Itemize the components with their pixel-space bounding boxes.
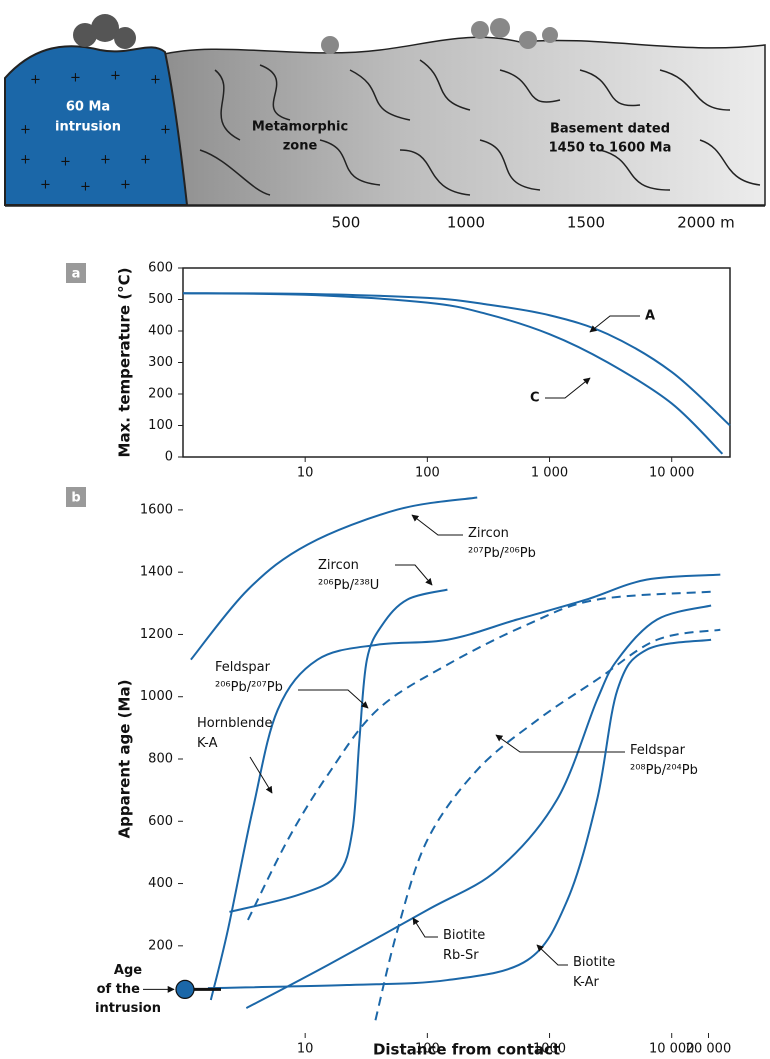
x-tick-label: 100 [415, 1042, 440, 1057]
curve [182, 292, 724, 455]
series-label: A [645, 309, 655, 324]
y-tick-label: 100 [148, 418, 173, 433]
svg-text:+: + [30, 73, 41, 88]
intrusion [4, 45, 189, 206]
zone-label: Metamorphic [252, 120, 348, 135]
intrusion-label: Age [114, 963, 142, 978]
x-tick-label: 10 [297, 1042, 314, 1057]
scale-label: 1500 [567, 214, 605, 232]
basement [159, 36, 766, 206]
svg-text:+: + [160, 123, 171, 138]
y-tick-label: 200 [148, 387, 173, 402]
crosses: + + + + + + + + + + + + + [20, 69, 171, 195]
leader [298, 689, 369, 709]
series-label: Zircon ²⁰⁷Pb/²⁰⁶Pb [468, 526, 536, 561]
y-tick-label: 0 [165, 450, 173, 465]
intrusion-label: intrusion [55, 120, 121, 135]
svg-text:+: + [140, 153, 151, 168]
scale-label: 500 [332, 214, 361, 232]
svg-text:+: + [40, 178, 51, 193]
intrusion-label: 60 Ma [66, 100, 110, 115]
x-tick-label: 1 000 [531, 466, 568, 481]
y-tick-label: 1000 [140, 689, 173, 704]
svg-text:+: + [60, 155, 71, 170]
panel-tag [66, 263, 86, 283]
series-label: Feldspar ²⁰⁸Pb/²⁰⁴Pb [630, 743, 698, 778]
y-tick-label: 1400 [140, 565, 173, 580]
basement-label: Basement dated [550, 122, 670, 137]
svg-text:+: + [20, 123, 31, 138]
curve [229, 588, 448, 913]
x-tick-label: 10 000 [649, 466, 695, 481]
series-label: Biotite K-Ar [573, 955, 615, 990]
series-label: Feldspar ²⁰⁶Pb/²⁰⁷Pb [215, 660, 283, 695]
svg-text:+: + [20, 153, 31, 168]
curve [245, 604, 712, 1009]
x-tick-label: 1000 [533, 1042, 566, 1057]
y-tick-label: 600 [148, 814, 173, 829]
curve [209, 573, 721, 1001]
leader [495, 734, 625, 753]
intrusion-age [175, 979, 195, 1000]
y-tick-label: 1600 [140, 502, 173, 517]
series-label: C [530, 391, 540, 406]
svg-text:+: + [150, 73, 161, 88]
basement-label: 1450 to 1600 Ma [549, 141, 672, 156]
foliation [199, 59, 761, 196]
scale-label: 2000 m [677, 214, 735, 232]
series-label: Biotite Rb-Sr [443, 928, 485, 963]
x-tick-label: 10 [297, 466, 314, 481]
leader [395, 564, 433, 586]
panel-label: a [72, 267, 81, 282]
y-axis-title: Max. temperature (°C) [116, 268, 134, 458]
svg-text:+: + [120, 178, 131, 193]
curve [207, 638, 712, 990]
cross-section: + + + + + + + + + + + + + 60 Ma intrusion Metamorp… [4, 14, 766, 207]
series-label: Zircon ²⁰⁶Pb/²³⁸U [318, 558, 379, 593]
zone-label: zone [283, 139, 318, 154]
y-tick-label: 500 [148, 292, 173, 307]
panel-tag [66, 487, 86, 507]
x-tick-label: 20 000 [686, 1042, 732, 1057]
trees [73, 14, 558, 54]
svg-text:+: + [100, 153, 111, 168]
y-tick-label: 1200 [140, 627, 173, 642]
leader [249, 756, 273, 794]
svg-text:+: + [110, 69, 121, 84]
svg-text:+: + [80, 180, 91, 195]
leader [545, 377, 591, 399]
series-label: Hornblende K-A [197, 716, 272, 751]
y-axis-title: Apparent age (Ma) [116, 680, 134, 839]
curve [247, 590, 716, 921]
x-tick-label: 10 000 [649, 1042, 695, 1057]
leader [411, 514, 463, 536]
intrusion-label: of the [97, 982, 141, 997]
leader [589, 315, 640, 333]
y-tick-label: 400 [148, 876, 173, 891]
curve [190, 496, 478, 661]
svg-text:+: + [70, 71, 81, 86]
plot-frame [182, 267, 731, 458]
x-axis-title: Distance from contact [373, 1041, 560, 1059]
leader [536, 944, 568, 966]
y-tick-label: 800 [148, 752, 173, 767]
y-tick-label: 200 [148, 938, 173, 953]
y-tick-label: 600 [148, 261, 173, 276]
x-tick-label: 100 [415, 466, 440, 481]
y-tick-label: 300 [148, 355, 173, 370]
leader [412, 917, 438, 938]
scale-label: 1000 [447, 214, 485, 232]
curve [374, 628, 721, 1021]
y-tick-label: 400 [148, 324, 173, 339]
intrusion-label: intrusion [95, 1001, 161, 1016]
panel-label: b [71, 491, 80, 506]
